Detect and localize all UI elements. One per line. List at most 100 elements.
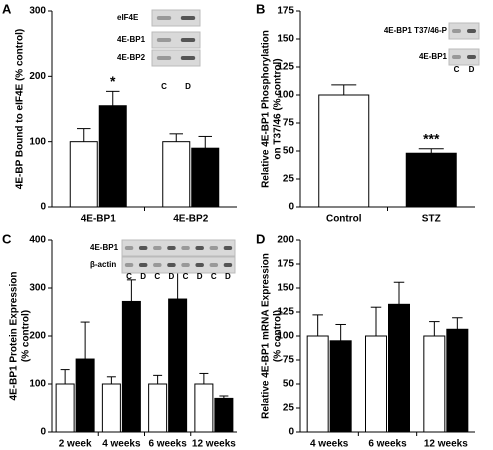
blot-band bbox=[467, 29, 476, 33]
y-tick-label: 100 bbox=[29, 379, 46, 390]
blot-lane-label: C bbox=[154, 272, 160, 281]
bar bbox=[329, 340, 352, 433]
blot-row-label: eIF4E bbox=[117, 13, 139, 22]
blot-band bbox=[156, 38, 172, 42]
bar bbox=[423, 335, 446, 433]
x-tick-label: 4E-BP2 bbox=[173, 214, 208, 225]
value-label: *** bbox=[423, 130, 440, 146]
blot-lane-label: C bbox=[126, 272, 132, 281]
x-tick-label: 12 weeks bbox=[192, 439, 236, 450]
blot-strip bbox=[121, 256, 236, 274]
bar bbox=[191, 147, 220, 208]
panel-letter: B bbox=[256, 1, 265, 16]
value-label: * bbox=[110, 73, 116, 89]
panel-letter: A bbox=[2, 1, 12, 16]
y-tick-label: 0 bbox=[288, 202, 294, 213]
x-tick-label: 2 week bbox=[59, 439, 92, 450]
bar bbox=[446, 328, 469, 433]
blot-band bbox=[467, 55, 476, 59]
y-tick-label: 0 bbox=[40, 427, 46, 438]
y-axis-label: Relative 4E-BP1 mRNA Expression bbox=[261, 253, 272, 419]
bar bbox=[55, 383, 75, 433]
y-tick-label: 125 bbox=[277, 307, 294, 318]
y-tick-label: 175 bbox=[277, 259, 294, 270]
blot-lane-label: C bbox=[161, 82, 167, 91]
y-tick-label: 200 bbox=[277, 235, 294, 246]
y-tick-label: 75 bbox=[283, 355, 295, 366]
x-tick-label: 4 weeks bbox=[310, 439, 349, 450]
blot-row-label: 4E-BP1 T37/46-P bbox=[384, 26, 448, 35]
y-tick-label: 25 bbox=[283, 174, 295, 185]
blot-band bbox=[180, 38, 196, 42]
blot-band bbox=[452, 29, 461, 33]
y-tick-label: 200 bbox=[29, 71, 46, 82]
x-tick-label: 4E-BP1 bbox=[81, 214, 116, 225]
y-tick-label: 0 bbox=[288, 427, 294, 438]
y-tick-label: 175 bbox=[277, 6, 294, 17]
bar bbox=[148, 383, 168, 433]
blot-lane-label: D bbox=[197, 272, 203, 281]
y-tick-label: 300 bbox=[29, 283, 46, 294]
blot-strip bbox=[121, 239, 236, 257]
blot-band bbox=[209, 246, 219, 250]
blot-band bbox=[167, 263, 176, 267]
bar bbox=[194, 383, 214, 433]
blot-inset: eIF4E 4E-BP1 4E-BP2 C D bbox=[117, 9, 201, 91]
bar bbox=[75, 358, 95, 433]
y-axis-label: on T37/46 (% control) bbox=[273, 58, 284, 159]
y-axis-label: 4E-BP Bound to eIF4E (% control) bbox=[15, 29, 26, 189]
blot-row-label: 4E-BP2 bbox=[117, 53, 146, 62]
y-tick-label: 0 bbox=[40, 202, 46, 213]
y-tick-label: 75 bbox=[283, 118, 295, 129]
x-tick-label: 4 weeks bbox=[102, 439, 141, 450]
bar bbox=[69, 141, 98, 208]
blot-band bbox=[181, 263, 190, 267]
bar bbox=[388, 303, 410, 433]
bar bbox=[98, 105, 127, 208]
bar bbox=[162, 141, 191, 208]
bar bbox=[365, 335, 387, 433]
y-tick-label: 300 bbox=[29, 6, 46, 17]
y-axis-label: (% control) bbox=[273, 310, 284, 362]
blot-band bbox=[167, 246, 176, 250]
bar bbox=[214, 397, 234, 433]
y-tick-label: 200 bbox=[29, 331, 46, 342]
blot-band bbox=[156, 16, 172, 20]
blot-row-label: 4E-BP1 bbox=[117, 35, 146, 44]
panel-letter: D bbox=[256, 231, 265, 246]
y-tick-label: 50 bbox=[283, 146, 295, 157]
blot-lane-label: C bbox=[454, 65, 460, 74]
panel-letter: C bbox=[2, 231, 12, 246]
blot-strip bbox=[151, 49, 201, 67]
blot-lane-label: D bbox=[185, 82, 191, 91]
x-tick-label: 6 weeks bbox=[148, 439, 187, 450]
x-tick-label: STZ bbox=[422, 214, 441, 225]
blot-lane-label: D bbox=[140, 272, 146, 281]
bar bbox=[405, 152, 457, 208]
bar bbox=[121, 300, 141, 433]
y-tick-label: 125 bbox=[277, 62, 294, 73]
x-tick-label: Control bbox=[326, 214, 362, 225]
blot-row-label: 4E-BP1 bbox=[419, 52, 448, 61]
blot-band bbox=[156, 56, 172, 60]
blot-lane-label: D bbox=[469, 65, 475, 74]
bar bbox=[168, 298, 188, 433]
y-axis-label: (% control) bbox=[21, 310, 32, 362]
y-tick-label: 50 bbox=[283, 379, 295, 390]
bar bbox=[306, 335, 329, 433]
blot-band bbox=[195, 246, 204, 250]
blot-inset: 4E-BP1 T37/46-P 4E-BP1 C D bbox=[384, 22, 480, 74]
blot-band bbox=[223, 263, 233, 267]
blot-lane-label: D bbox=[225, 272, 231, 281]
y-tick-label: 100 bbox=[277, 90, 294, 101]
blot-row-label: 4E-BP1 bbox=[90, 243, 119, 252]
blot-band bbox=[180, 16, 196, 20]
blot-band bbox=[209, 263, 219, 267]
y-tick-label: 25 bbox=[283, 403, 295, 414]
y-tick-label: 100 bbox=[29, 136, 46, 147]
blot-row-label: β-actin bbox=[90, 260, 116, 269]
blot-lane-label: C bbox=[183, 272, 189, 281]
y-axis-label: 4E-BP1 Protein Expression bbox=[9, 272, 20, 401]
